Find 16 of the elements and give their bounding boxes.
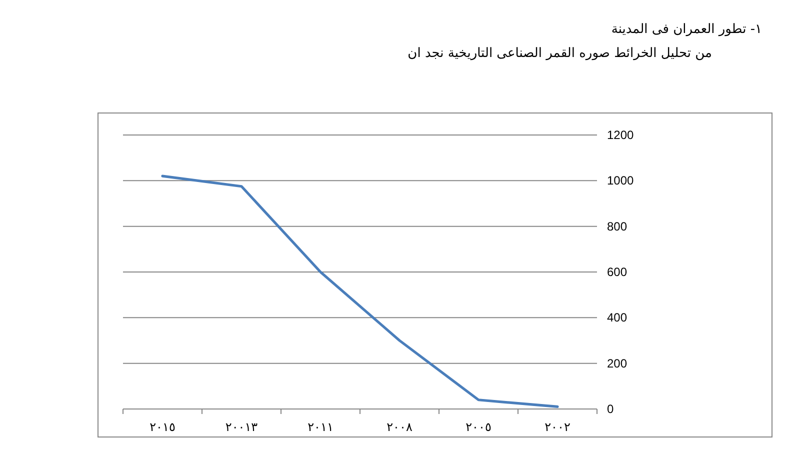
chart-subtitle: من تحليل الخرائط صوره القمر الصناعى التاريخية نجد ان: [408, 46, 712, 61]
y-tick-label: 600: [607, 265, 628, 279]
x-tick-label: ٢٠١١: [308, 420, 334, 434]
x-tick-label: ٢٠٠٢: [544, 420, 570, 434]
text: ١- تطور العمران فى المدينة: [611, 22, 762, 37]
y-tick-label: 0: [607, 402, 614, 416]
y-tick-label: 1000: [607, 174, 634, 188]
y-tick-label: 800: [607, 219, 628, 234]
y-tick-label: 200: [607, 356, 628, 370]
line-series: [161, 174, 559, 408]
y-tick-label: 1200: [607, 128, 634, 142]
x-tick-label: ٢٠٠١٣: [225, 420, 258, 434]
y-tick-label: 400: [607, 310, 628, 325]
x-tick-label: ٢٠٠٨: [386, 420, 413, 434]
x-tick-label: ٢٠١٥: [150, 420, 176, 434]
x-tick-label: ٢٠٠٥: [466, 420, 492, 434]
